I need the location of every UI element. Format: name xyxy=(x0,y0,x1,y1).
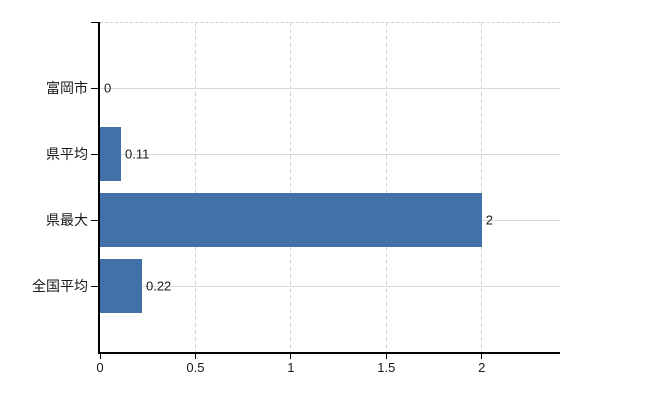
bar-value-label: 0 xyxy=(104,80,112,96)
horizontal-gridline xyxy=(100,285,560,287)
vertical-gridline xyxy=(290,22,292,352)
category-label: 全国平均 xyxy=(32,278,88,294)
x-axis-tick xyxy=(290,354,292,359)
bar xyxy=(100,127,121,181)
bars-layer xyxy=(100,22,560,352)
x-ticks-layer xyxy=(99,22,560,359)
x-tick-label: 1 xyxy=(287,360,295,375)
y-axis-tick xyxy=(91,285,98,287)
y-axis-line xyxy=(98,22,100,354)
plot-top-border xyxy=(100,22,560,23)
y-axis-tick xyxy=(91,153,98,155)
x-tick-label: 2 xyxy=(478,360,486,375)
value-labels-layer: 0 0.11 2 0.22 xyxy=(100,22,560,352)
x-axis-tick xyxy=(481,354,483,359)
x-axis-tick xyxy=(385,354,387,359)
x-axis-tick xyxy=(194,354,196,359)
x-axis-tick xyxy=(99,354,101,359)
y-axis-tick xyxy=(91,219,98,221)
category-label: 富岡市 xyxy=(46,80,88,96)
vertical-gridline xyxy=(194,22,196,352)
bar xyxy=(100,259,142,313)
horizontal-gridline xyxy=(100,153,560,155)
plot-area: 0 0.11 2 0.22 xyxy=(91,22,560,359)
y-axis-tick xyxy=(91,87,98,89)
vertical-gridline xyxy=(481,22,483,352)
category-label: 県平均 xyxy=(46,146,88,162)
y-axis-top-tick xyxy=(91,22,98,23)
horizontal-gridline xyxy=(100,87,560,89)
bar-value-label: 2 xyxy=(485,212,493,228)
vertical-gridline xyxy=(385,22,387,352)
bar xyxy=(100,193,482,247)
y-ticks-layer xyxy=(91,22,560,352)
x-tick-label: 1.5 xyxy=(377,360,396,375)
category-label: 県最大 xyxy=(46,212,88,228)
x-tick-label: 0 xyxy=(96,360,104,375)
bar-value-label: 0.11 xyxy=(124,146,150,162)
x-axis-line xyxy=(98,352,560,354)
bar-value-label: 0.22 xyxy=(145,278,172,294)
x-tick-label: 0.5 xyxy=(186,360,205,375)
